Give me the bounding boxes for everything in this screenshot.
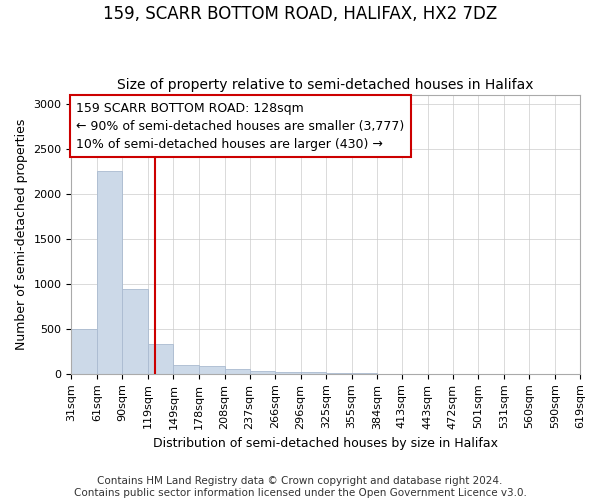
Text: 159, SCARR BOTTOM ROAD, HALIFAX, HX2 7DZ: 159, SCARR BOTTOM ROAD, HALIFAX, HX2 7DZ: [103, 5, 497, 23]
X-axis label: Distribution of semi-detached houses by size in Halifax: Distribution of semi-detached houses by …: [153, 437, 498, 450]
Text: 159 SCARR BOTTOM ROAD: 128sqm
← 90% of semi-detached houses are smaller (3,777)
: 159 SCARR BOTTOM ROAD: 128sqm ← 90% of s…: [76, 102, 405, 150]
Bar: [173, 366, 199, 374]
Bar: [97, 171, 122, 374]
Bar: [122, 289, 148, 374]
Text: Contains HM Land Registry data © Crown copyright and database right 2024.
Contai: Contains HM Land Registry data © Crown c…: [74, 476, 526, 498]
Bar: [71, 329, 97, 374]
Bar: [326, 373, 352, 374]
Bar: [275, 372, 301, 374]
Bar: [250, 371, 275, 374]
Y-axis label: Number of semi-detached properties: Number of semi-detached properties: [15, 118, 28, 350]
Bar: [301, 372, 326, 374]
Bar: [224, 369, 250, 374]
Title: Size of property relative to semi-detached houses in Halifax: Size of property relative to semi-detach…: [118, 78, 534, 92]
Bar: [148, 344, 173, 374]
Bar: [199, 366, 224, 374]
